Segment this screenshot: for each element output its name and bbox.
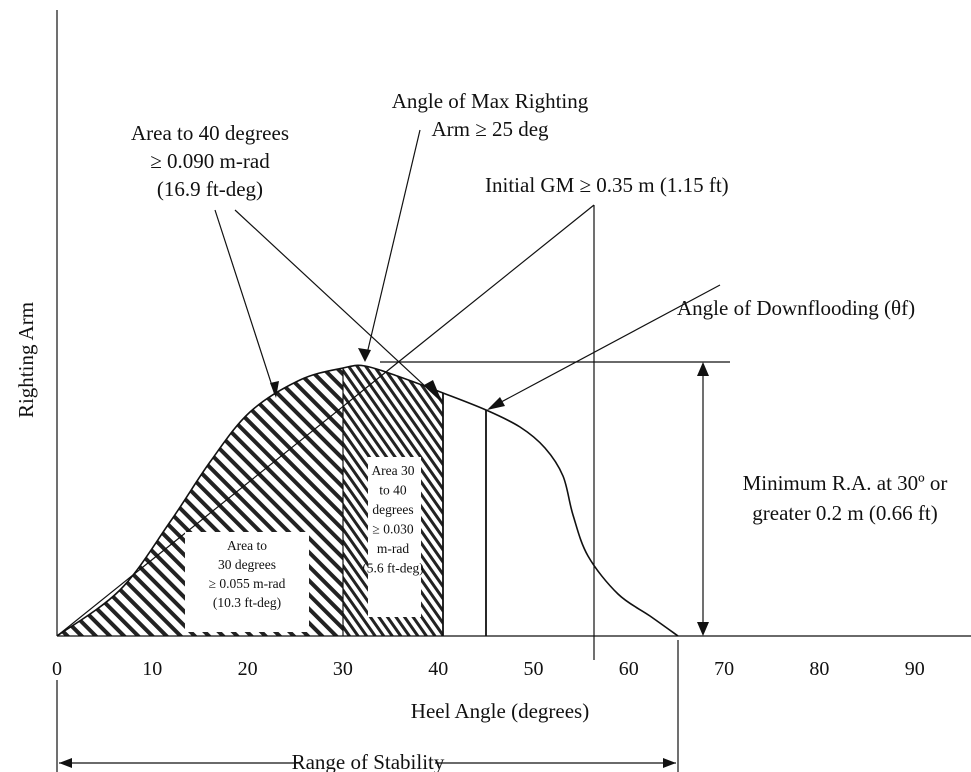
annotation: Area to 40 degrees xyxy=(131,121,289,145)
annotation: (5.6 ft-deg) xyxy=(362,561,423,576)
y-axis-label: Righting Arm xyxy=(14,302,38,418)
pointer xyxy=(489,284,721,409)
x-tick-label: 30 xyxy=(333,658,353,680)
annotation: greater 0.2 m (0.66 ft) xyxy=(752,501,937,525)
x-tick-label: 90 xyxy=(905,658,925,680)
x-tick-label: 60 xyxy=(619,658,639,680)
x-tick-label: 40 xyxy=(428,658,448,680)
range-label: Range of Stability xyxy=(292,750,445,772)
x-tick-label: 20 xyxy=(238,658,258,680)
annotation: ≥ 0.030 xyxy=(372,522,413,537)
annotation: Angle of Downflooding (θf) xyxy=(677,296,915,320)
pointer xyxy=(214,209,276,396)
label-bg xyxy=(185,532,309,632)
annotation: (16.9 ft-deg) xyxy=(157,177,263,201)
annotation: m-rad xyxy=(377,541,409,556)
label-bg xyxy=(300,748,435,772)
x-tick-label: 10 xyxy=(142,658,162,680)
annotation: Initial GM ≥ 0.35 m (1.15 ft) xyxy=(485,173,729,197)
pointer xyxy=(365,129,421,359)
annotation: Arm ≥ 25 deg xyxy=(431,117,549,141)
annotation: Area 30 xyxy=(371,463,414,478)
label-bg xyxy=(368,457,421,617)
x-tick-label: 50 xyxy=(524,658,544,680)
annotation: Minimum R.A. at 30º or xyxy=(743,471,948,495)
x-tick-label: 70 xyxy=(714,658,734,680)
annotation: 30 degrees xyxy=(218,557,276,572)
x-tick-label: 80 xyxy=(809,658,829,680)
annotation: (10.3 ft-deg) xyxy=(213,595,281,610)
annotation: ≥ 0.055 m-rad xyxy=(209,576,286,591)
annotation: to 40 xyxy=(379,483,407,498)
annotation: degrees xyxy=(372,502,413,517)
gm-slope xyxy=(56,204,595,637)
pointer xyxy=(234,209,441,401)
annotation: ≥ 0.090 m-rad xyxy=(150,149,270,173)
annotation: Area to xyxy=(227,538,267,553)
curve-group xyxy=(56,364,679,637)
annotation: Angle of Max Righting xyxy=(392,89,589,113)
x-tick-label: 0 xyxy=(52,658,62,680)
x-axis-label: Heel Angle (degrees) xyxy=(411,699,589,723)
